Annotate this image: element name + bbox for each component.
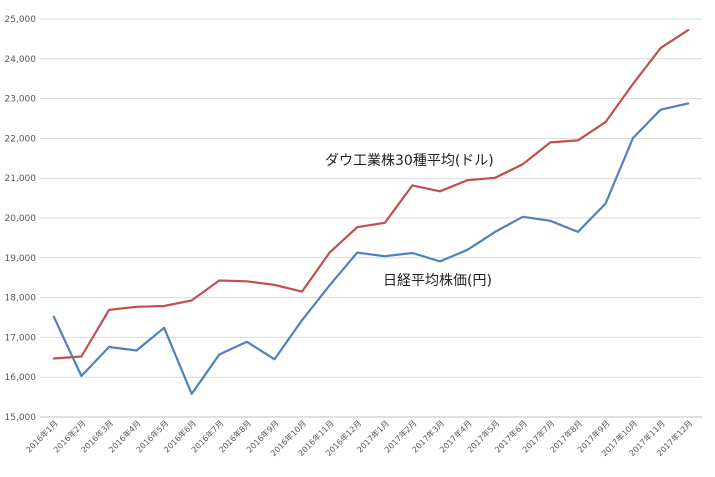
y-tick-label: 18,000 bbox=[5, 294, 37, 304]
gridlines bbox=[40, 18, 702, 418]
y-tick-label: 17,000 bbox=[5, 333, 37, 343]
series-lines bbox=[52, 29, 690, 395]
y-tick-label: 15,000 bbox=[5, 413, 37, 423]
series-line-nikkei bbox=[52, 102, 690, 395]
y-tick-label: 25,000 bbox=[5, 15, 37, 25]
y-tick-label: 23,000 bbox=[5, 95, 37, 105]
y-tick-label: 21,000 bbox=[5, 174, 37, 184]
series-label-nikkei: 日経平均株価(円) bbox=[383, 273, 492, 289]
series-label-dow: ダウ工業株30種平均(ドル) bbox=[325, 153, 494, 169]
series-line-dow bbox=[52, 29, 690, 360]
x-axis-ticks: 2016年1月2016年2月2016年3月2016年4月2016年5月2016年… bbox=[24, 418, 695, 458]
y-tick-label: 22,000 bbox=[5, 134, 37, 144]
y-tick-label: 19,000 bbox=[5, 254, 37, 264]
y-tick-label: 24,000 bbox=[5, 55, 37, 65]
y-axis-ticks: 15,000 16,000 17,000 18,000 19,000 20,000 21,0… bbox=[5, 15, 37, 423]
y-tick-label: 16,000 bbox=[5, 373, 37, 383]
y-tick-label: 20,000 bbox=[5, 214, 37, 224]
